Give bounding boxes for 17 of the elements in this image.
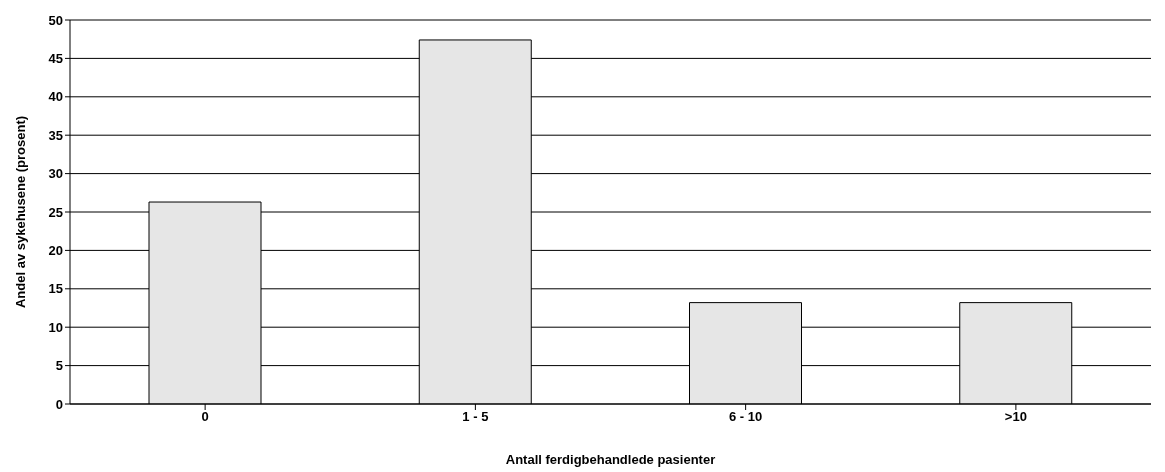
y-tick-label: 5 <box>55 358 63 374</box>
x-tick-label: >10 <box>1004 409 1027 425</box>
y-tick-label: 45 <box>48 51 63 67</box>
x-tick-label: 6 - 10 <box>729 409 763 425</box>
y-tick-label: 10 <box>48 319 63 335</box>
y-tick-label: 15 <box>48 281 63 297</box>
x-tick-label: 0 <box>201 409 209 425</box>
y-tick-label: 50 <box>48 12 63 28</box>
y-tick-label: 35 <box>48 127 63 143</box>
y-axis-title: Andel av sykehusene (prosent) <box>12 115 28 309</box>
y-tick-label: 25 <box>48 204 63 220</box>
x-tick-label: 1 - 5 <box>462 409 489 425</box>
y-tick-label: 30 <box>48 166 63 182</box>
y-tick-label: 40 <box>48 89 63 105</box>
x-axis-title: Antall ferdigbehandlede pasienter <box>505 452 716 467</box>
y-tick-label: 20 <box>48 243 63 259</box>
y-tick-label: 0 <box>55 396 63 412</box>
